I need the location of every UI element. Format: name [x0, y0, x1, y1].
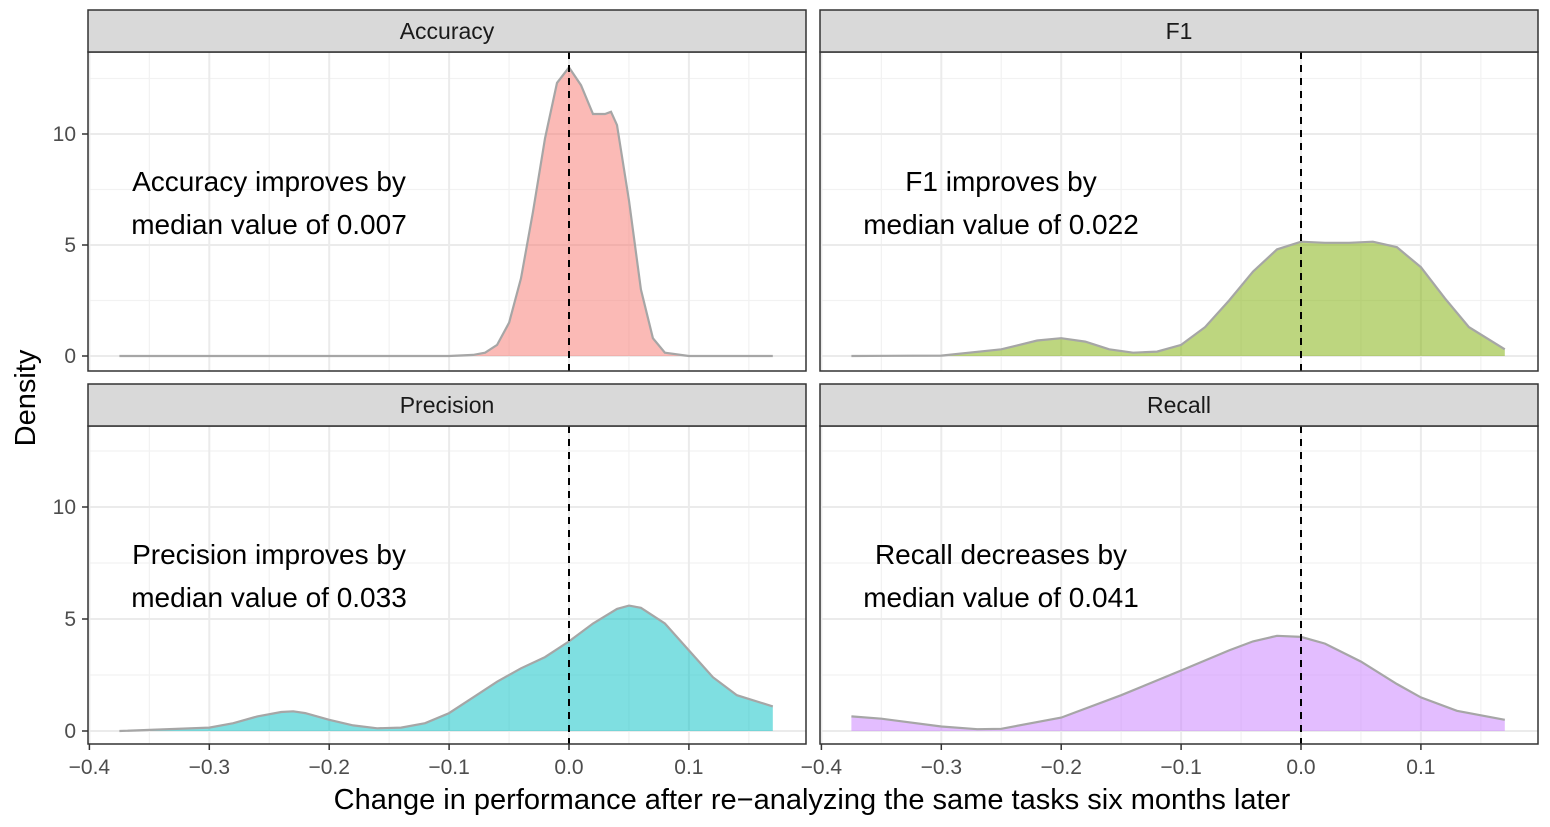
strip-label: Accuracy [400, 18, 495, 44]
density-line [119, 604, 774, 733]
x-tick-label: 0.0 [554, 756, 583, 779]
facet-recall: Recall decreases by median value of 0.041… [801, 383, 1539, 779]
x-tick-label: −0.3 [921, 756, 962, 779]
x-tick-label: −0.4 [69, 756, 111, 779]
x-tick-label: 0.0 [1286, 756, 1315, 779]
facet-precision: Precision improves by median value of 0.0… [53, 383, 807, 779]
facets-layer: Accuracy improves by median value of 0.00… [53, 9, 1539, 779]
x-tick-label: −0.1 [1160, 756, 1201, 779]
y-tick-label: 5 [64, 234, 76, 257]
y-tick-label: 5 [64, 608, 76, 631]
strip-label: Precision [400, 392, 495, 418]
x-tick-label: −0.1 [428, 756, 469, 779]
density-area [851, 241, 1505, 356]
x-tick-label: 0.1 [674, 756, 703, 779]
annotation-line: median value of 0.007 [131, 209, 407, 240]
annotation-line: Accuracy improves by [132, 166, 406, 197]
y-tick-label: 10 [53, 123, 76, 146]
density-area [119, 67, 773, 357]
x-tick-label: −0.4 [801, 756, 843, 779]
y-axis-title: Density [10, 349, 42, 446]
annotation-line: Precision improves by [132, 539, 406, 570]
annotation-line: F1 improves by [905, 166, 1096, 197]
x-tick-label: −0.2 [1040, 756, 1081, 779]
y-tick-label: 10 [53, 496, 76, 519]
y-tick-label: 0 [64, 345, 76, 368]
density-area [851, 635, 1505, 731]
strip-label: F1 [1166, 18, 1193, 44]
density-line [851, 240, 1506, 358]
x-tick-label: −0.3 [189, 756, 230, 779]
y-tick-label: 0 [64, 720, 76, 743]
facet-f1: F1 improves by median value of 0.022 F1 [819, 9, 1539, 372]
x-axis-title: Change in performance after re−analyzing… [334, 784, 1291, 816]
x-tick-label: −0.2 [308, 756, 349, 779]
strip-background [87, 383, 807, 427]
strip-label: Recall [1147, 392, 1211, 418]
annotation-line: median value of 0.033 [131, 582, 407, 613]
density-line [851, 634, 1506, 731]
density-area [119, 605, 773, 731]
annotation-line: Recall decreases by [875, 539, 1127, 570]
facet-accuracy: Accuracy improves by median value of 0.00… [53, 9, 807, 372]
panel-background [88, 52, 806, 371]
annotation-line: median value of 0.041 [863, 582, 1139, 613]
x-tick-label: 0.1 [1406, 756, 1435, 779]
strip-background [819, 383, 1539, 427]
annotation-line: median value of 0.022 [863, 209, 1139, 240]
strip-background [819, 9, 1539, 53]
strip-background [87, 9, 807, 53]
